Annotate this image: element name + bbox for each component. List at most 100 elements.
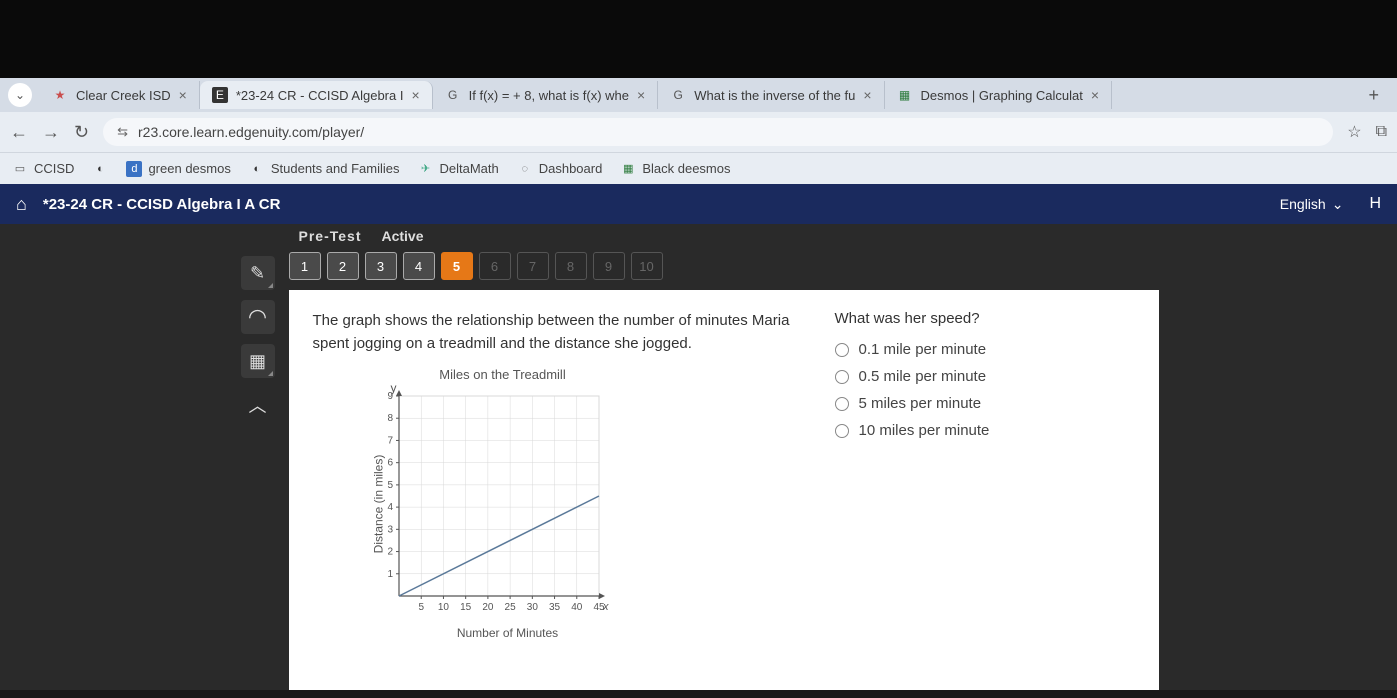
y-axis-marker: y xyxy=(391,381,397,395)
new-tab-button[interactable]: + xyxy=(1358,85,1389,106)
bookmark-item[interactable]: ◐ Students and Families xyxy=(249,161,400,177)
svg-text:1: 1 xyxy=(387,569,393,580)
bookmark-favicon: ◐ xyxy=(92,161,108,177)
question-number[interactable]: 10 xyxy=(631,252,663,280)
question-text: The graph shows the relationship between… xyxy=(313,310,795,355)
question-number[interactable]: 5 xyxy=(441,252,473,280)
tab-dropdown[interactable]: ⌄ xyxy=(8,83,32,107)
tab-close-icon[interactable]: × xyxy=(863,87,871,103)
svg-text:15: 15 xyxy=(460,602,472,613)
url-bar[interactable]: ⇆ r23.core.learn.edgenuity.com/player/ xyxy=(103,118,1333,146)
help-link[interactable]: H xyxy=(1369,195,1381,213)
answer-choice[interactable]: 5 miles per minute xyxy=(835,395,1135,412)
bookmark-label: DeltaMath xyxy=(439,161,498,176)
answer-choice[interactable]: 10 miles per minute xyxy=(835,422,1135,439)
tab-title: *23-24 CR - CCISD Algebra I xyxy=(236,88,404,103)
bookmark-item[interactable]: ◐ xyxy=(92,161,108,177)
tab-close-icon[interactable]: × xyxy=(179,87,187,103)
svg-text:5: 5 xyxy=(418,602,424,613)
bookmark-item[interactable]: ✈DeltaMath xyxy=(417,161,498,177)
calculator-tool[interactable]: ▦ xyxy=(241,344,275,378)
language-selector[interactable]: English ⌄ xyxy=(1280,196,1344,213)
chart-title: Miles on the Treadmill xyxy=(353,367,633,382)
svg-text:3: 3 xyxy=(387,524,393,535)
svg-text:30: 30 xyxy=(526,602,538,613)
question-number[interactable]: 8 xyxy=(555,252,587,280)
tab-favicon: ▦ xyxy=(897,87,913,103)
radio-icon xyxy=(835,397,849,411)
back-button[interactable]: ← xyxy=(10,122,28,143)
tab-close-icon[interactable]: × xyxy=(411,87,419,103)
svg-text:40: 40 xyxy=(571,602,583,613)
svg-text:5: 5 xyxy=(387,480,393,491)
radio-icon xyxy=(835,343,849,357)
tab-title: Desmos | Graphing Calculat xyxy=(921,88,1083,103)
pencil-tool[interactable]: ✎ xyxy=(241,256,275,290)
tab-favicon: E xyxy=(212,87,228,103)
bookmark-label: Dashboard xyxy=(539,161,603,176)
question-number[interactable]: 9 xyxy=(593,252,625,280)
choice-label: 0.1 mile per minute xyxy=(859,341,987,358)
site-info-icon[interactable]: ⇆ xyxy=(117,124,128,140)
home-icon[interactable]: ⌂ xyxy=(16,194,27,215)
svg-text:2: 2 xyxy=(387,547,393,558)
bookmark-label: green desmos xyxy=(148,161,230,176)
question-number[interactable]: 2 xyxy=(327,252,359,280)
nav-bar: ← → ↻ ⇆ r23.core.learn.edgenuity.com/pla… xyxy=(0,112,1397,152)
bookmark-favicon: ◐ xyxy=(249,161,265,177)
answer-choice[interactable]: 0.1 mile per minute xyxy=(835,341,1135,358)
choice-label: 10 miles per minute xyxy=(859,422,990,439)
tab-title: If f(x) = + 8, what is f(x) whe xyxy=(469,88,629,103)
question-number[interactable]: 7 xyxy=(517,252,549,280)
forward-button[interactable]: → xyxy=(42,122,60,143)
svg-text:20: 20 xyxy=(482,602,494,613)
question-number[interactable]: 3 xyxy=(365,252,397,280)
tab-title: What is the inverse of the fu xyxy=(694,88,855,103)
svg-text:x: x xyxy=(602,601,609,613)
question-nav: 12345678910 xyxy=(289,252,1159,280)
tab-favicon: ★ xyxy=(52,87,68,103)
course-title: *23-24 CR - CCISD Algebra I A CR xyxy=(43,196,1264,213)
question-number[interactable]: 4 xyxy=(403,252,435,280)
bookmark-item[interactable]: ▦Black deesmos xyxy=(620,161,730,177)
browser-tab[interactable]: E *23-24 CR - CCISD Algebra I × xyxy=(200,81,433,109)
calculator-icon: ▦ xyxy=(249,351,266,372)
x-axis-label: Number of Minutes xyxy=(353,626,633,640)
chart-svg: 51015202530354045123456789x xyxy=(353,386,609,624)
answer-choices: 0.1 mile per minute 0.5 mile per minute 5 … xyxy=(835,341,1135,439)
svg-text:7: 7 xyxy=(387,435,393,446)
browser-tab[interactable]: GWhat is the inverse of the fu× xyxy=(658,81,884,109)
browser-tab[interactable]: GIf f(x) = + 8, what is f(x) whe× xyxy=(433,81,659,109)
chevron-down-icon: ⌄ xyxy=(1332,196,1344,213)
activity-status-row: Pre-Test Active xyxy=(239,224,1159,252)
svg-text:6: 6 xyxy=(387,458,393,469)
tab-strip: ⌄ ★Clear Creek ISD× E *23-24 CR - CCISD Al… xyxy=(0,78,1397,112)
bookmark-item[interactable]: ◌Dashboard xyxy=(517,161,603,177)
bookmark-item[interactable]: ▭CCISD xyxy=(12,161,74,177)
question-number[interactable]: 6 xyxy=(479,252,511,280)
active-label: Active xyxy=(381,228,423,244)
bookmarks-bar: ▭CCISD ◐ dgreen desmos ◐ Students and Famili… xyxy=(0,152,1397,184)
svg-text:4: 4 xyxy=(387,502,393,513)
audio-tool[interactable]: ◠ xyxy=(241,300,275,334)
browser-tab[interactable]: ▦ Desmos | Graphing Calculat × xyxy=(885,81,1113,109)
browser-tab[interactable]: ★Clear Creek ISD× xyxy=(40,81,200,109)
radio-icon xyxy=(835,370,849,384)
pencil-icon: ✎ xyxy=(250,263,265,284)
bookmark-favicon: ▭ xyxy=(12,161,28,177)
svg-text:35: 35 xyxy=(548,602,560,613)
bookmark-star-icon[interactable]: ☆ xyxy=(1347,122,1361,142)
chevron-up-icon: ︿ xyxy=(249,392,267,418)
answer-choice[interactable]: 0.5 mile per minute xyxy=(835,368,1135,385)
question-panel: The graph shows the relationship between… xyxy=(289,290,1159,690)
course-header: ⌂ *23-24 CR - CCISD Algebra I A CR Engli… xyxy=(0,184,1397,224)
tab-close-icon[interactable]: × xyxy=(1091,87,1099,103)
bookmark-label: Students and Families xyxy=(271,161,400,176)
choice-label: 0.5 mile per minute xyxy=(859,368,987,385)
reload-button[interactable]: ↻ xyxy=(74,122,89,143)
question-number[interactable]: 1 xyxy=(289,252,321,280)
extension-icon[interactable]: ⧉ xyxy=(1376,123,1387,141)
tab-close-icon[interactable]: × xyxy=(637,87,645,103)
collapse-tool[interactable]: ︿ xyxy=(241,388,275,422)
bookmark-item[interactable]: dgreen desmos xyxy=(126,161,230,177)
